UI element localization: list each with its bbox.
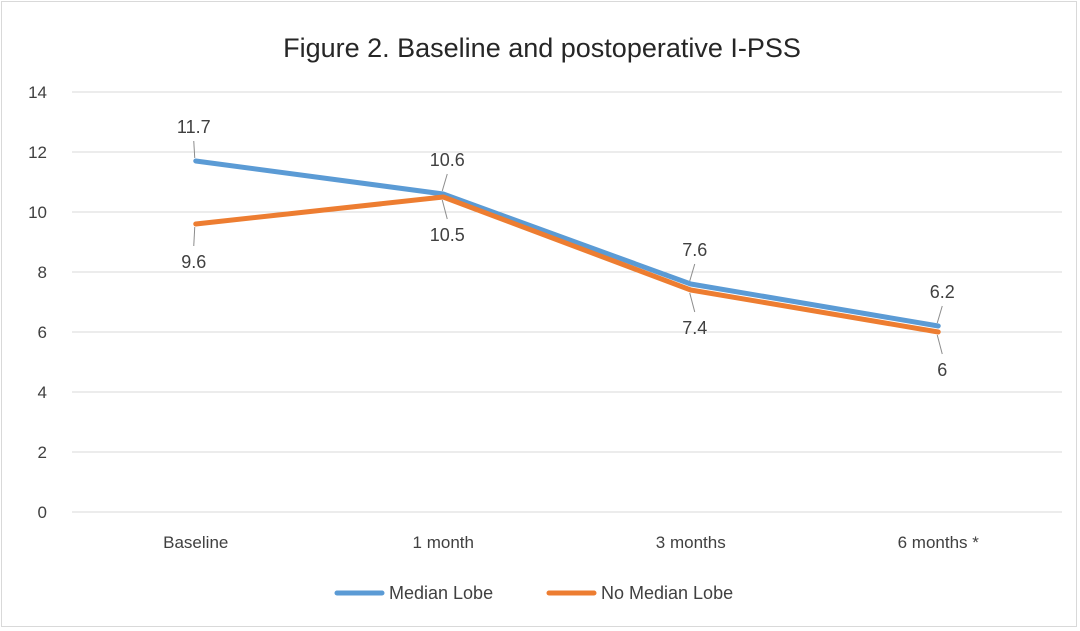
y-tick-label: 12 <box>28 143 47 162</box>
data-label: 10.6 <box>430 150 465 170</box>
label-leader-line <box>936 334 943 355</box>
label-leader-line <box>441 199 448 220</box>
data-label: 9.6 <box>181 252 206 272</box>
legend-label: No Median Lobe <box>601 583 733 603</box>
y-tick-label: 8 <box>38 263 47 282</box>
label-leader-line <box>193 140 196 159</box>
label-leader-line <box>193 226 196 247</box>
data-label: 11.7 <box>177 117 211 137</box>
gridlines <box>72 91 1062 513</box>
series-line-0 <box>193 158 941 329</box>
x-tick-label: 6 months * <box>898 533 980 552</box>
label-leader-line <box>441 173 448 192</box>
chart-title: Figure 2. Baseline and postoperative I-P… <box>283 33 801 63</box>
x-tick-label: 3 months <box>656 533 726 552</box>
data-label: 6.2 <box>930 282 955 302</box>
data-label: 6 <box>937 360 947 380</box>
label-leader-line <box>936 305 943 324</box>
series-lines <box>193 158 941 335</box>
x-tick-label: Baseline <box>163 533 228 552</box>
data-label: 10.5 <box>430 225 465 245</box>
legend: Median Lobe No Median Lobe <box>334 583 733 603</box>
y-tick-label: 10 <box>28 203 47 222</box>
y-tick-label: 6 <box>38 323 47 342</box>
legend-label: Median Lobe <box>389 583 493 603</box>
label-leader-line <box>689 263 696 282</box>
y-tick-label: 0 <box>38 503 47 522</box>
data-label: 7.4 <box>682 318 707 338</box>
data-label: 7.6 <box>682 240 707 260</box>
y-tick-label: 2 <box>38 443 47 462</box>
data-labels: 11.7 10.6 7.6 6.2 9.6 10.5 7.4 6 <box>177 117 955 380</box>
x-tick-label: 1 month <box>413 533 474 552</box>
x-axis-ticks: Baseline 1 month 3 months 6 months * <box>163 533 979 552</box>
label-leader-line <box>689 292 696 313</box>
label-leaders <box>193 140 943 355</box>
y-axis-ticks: 0 2 4 6 8 10 12 14 <box>28 83 47 522</box>
y-tick-label: 4 <box>38 383 47 402</box>
y-tick-label: 14 <box>28 83 47 102</box>
series-line-1 <box>193 194 941 335</box>
